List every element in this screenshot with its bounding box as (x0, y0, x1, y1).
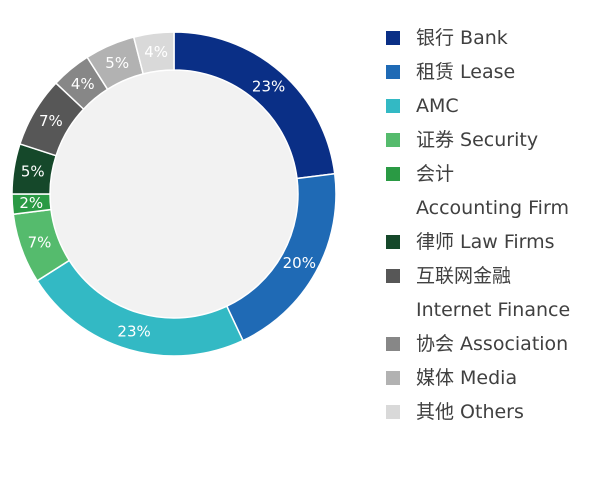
legend-label: 媒体 Media (416, 367, 517, 389)
slice-value-label: 5% (105, 54, 129, 72)
legend-swatch (386, 405, 400, 419)
legend-swatch (386, 31, 400, 45)
legend-label: 银行 Bank (416, 27, 508, 49)
slice-labels: 23% 20% 23% 7% 2% 5% 7% 4% 5% 4% (19, 43, 316, 340)
legend-swatch (386, 371, 400, 385)
legend-label: 互联网金融 (416, 265, 511, 287)
legend-label: 会计 (416, 163, 454, 185)
legend-label: AMC (416, 95, 459, 117)
legend-label: Internet Finance (416, 299, 570, 321)
slice-value-label: 20% (283, 254, 316, 272)
slice-value-label: 7% (39, 112, 63, 130)
donut-slice (132, 31, 175, 75)
legend-swatch (386, 65, 400, 79)
slice-value-label: 4% (144, 43, 168, 61)
legend-label: 律师 Law Firms (416, 231, 555, 253)
slice-value-label: 23% (252, 78, 285, 96)
legend-swatch (386, 133, 400, 147)
legend-swatch (386, 235, 400, 249)
slice-value-label: 23% (117, 322, 150, 340)
slice-value-label: 5% (21, 163, 45, 181)
slice-value-label: 2% (19, 194, 43, 212)
legend-label: 证券 Security (416, 129, 538, 151)
legend-label: 协会 Association (416, 333, 568, 355)
legend-swatch (386, 269, 400, 283)
slice-value-label: 4% (71, 75, 95, 93)
legend-label: 租赁 Lease (416, 61, 515, 83)
slice-value-label: 7% (28, 233, 52, 251)
donut-center (50, 70, 298, 318)
legend-swatch (386, 99, 400, 113)
legend-swatch (386, 337, 400, 351)
legend-swatch (386, 167, 400, 181)
legend: 银行 Bank 租赁 Lease AMC 证券 Security 会计 Accountin… (386, 27, 570, 423)
legend-label: 其他 Others (416, 401, 524, 423)
legend-label: Accounting Firm (416, 197, 569, 219)
donut-slices (11, 31, 337, 357)
